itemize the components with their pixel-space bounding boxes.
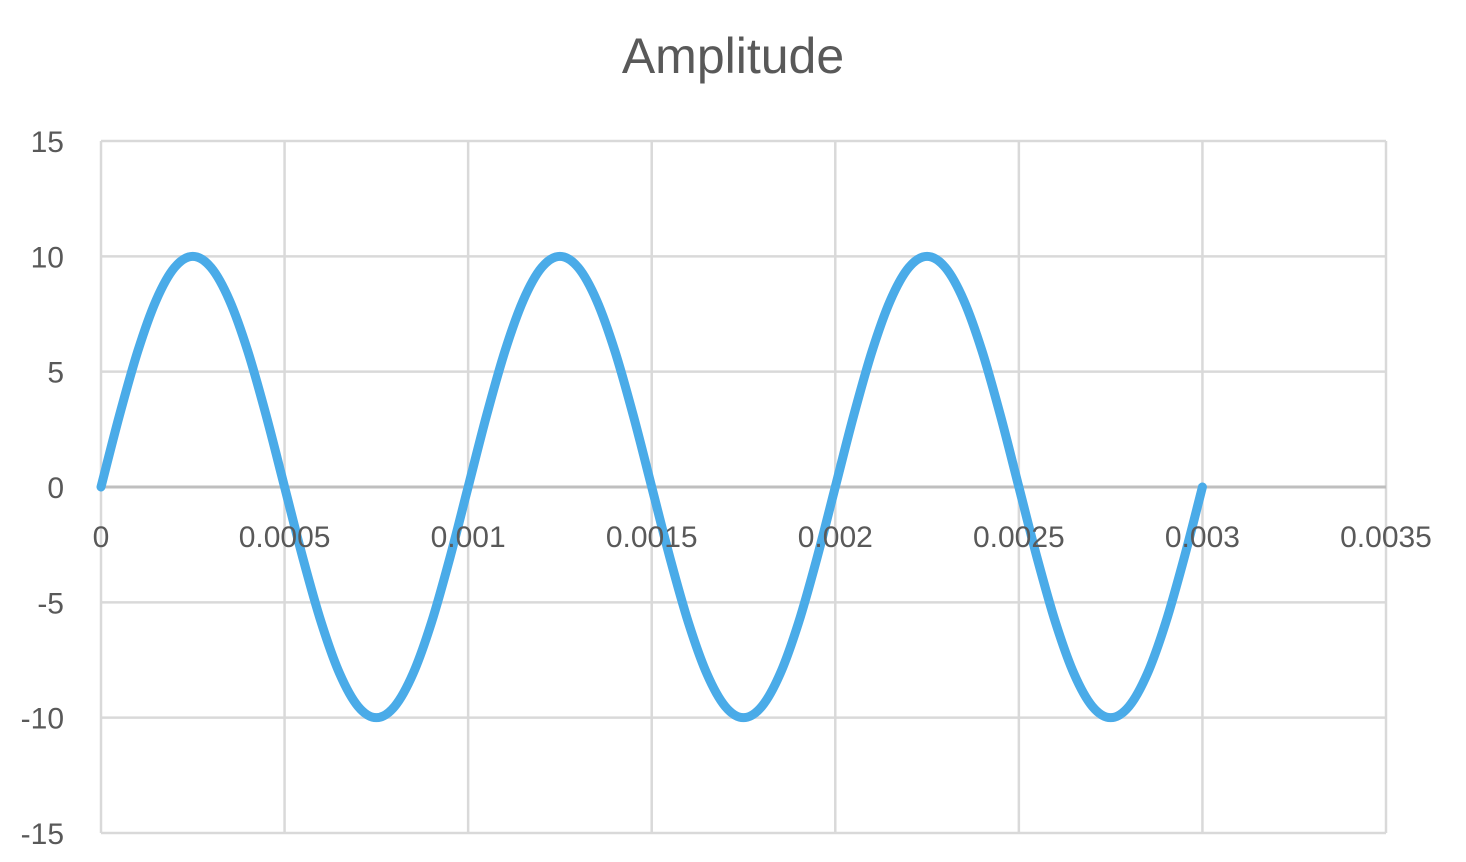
y-tick-label: 5 bbox=[47, 357, 64, 390]
x-tick-label: 0.0005 bbox=[239, 521, 331, 554]
x-tick-label: 0.0035 bbox=[1340, 521, 1432, 554]
y-tick-label: -10 bbox=[21, 703, 64, 736]
series-layer bbox=[96, 251, 1207, 723]
x-tick-label: 0.0025 bbox=[973, 521, 1065, 554]
chart-title: Amplitude bbox=[621, 28, 845, 84]
x-tick-label: 0 bbox=[93, 521, 110, 554]
y-tick-label: 10 bbox=[31, 241, 64, 274]
gridlines bbox=[99, 139, 1388, 835]
y-tick-label: -15 bbox=[21, 818, 64, 851]
y-tick-label: 0 bbox=[47, 472, 64, 505]
tick-labels: 0 0.0005 0.001 0.0015 0.002 0.0025 0.003 0.0035… bbox=[21, 126, 1432, 851]
x-tick-label: 0.002 bbox=[798, 521, 873, 554]
y-tick-label: 15 bbox=[31, 126, 64, 159]
x-tick-label: 0.003 bbox=[1165, 521, 1240, 554]
y-tick-label: -5 bbox=[37, 587, 64, 620]
series-line bbox=[96, 251, 1207, 723]
x-tick-label: 0.0015 bbox=[606, 521, 698, 554]
x-tick-label: 0.001 bbox=[431, 521, 506, 554]
